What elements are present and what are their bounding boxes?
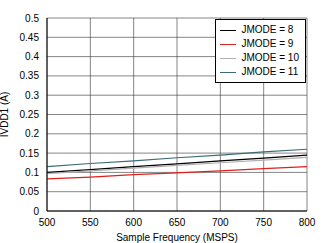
html-text:JMODE = 10: JMODE = 10 [241, 52, 299, 63]
svg-text:0.3: 0.3 [25, 90, 39, 101]
svg-text:0.2: 0.2 [25, 128, 39, 139]
html-text:JMODE = 8: JMODE = 8 [241, 24, 294, 35]
svg-text:IVDD1 (A): IVDD1 (A) [8, 92, 10, 138]
svg-text:600: 600 [125, 217, 142, 228]
svg-text:0.45: 0.45 [20, 32, 40, 43]
svg-text:550: 550 [82, 217, 99, 228]
svg-text:750: 750 [255, 217, 272, 228]
svg-text:0.1: 0.1 [25, 167, 39, 178]
svg-text:700: 700 [212, 217, 229, 228]
svg-text:500: 500 [39, 217, 56, 228]
svg-text:0.25: 0.25 [20, 109, 40, 120]
html-text:JMODE = 11: JMODE = 11 [241, 66, 299, 77]
svg-text:0: 0 [33, 206, 39, 217]
html-text:JMODE = 9: JMODE = 9 [241, 38, 294, 49]
svg-text:0.35: 0.35 [20, 70, 40, 81]
svg-text:800: 800 [299, 217, 316, 228]
svg-text:0.4: 0.4 [25, 51, 39, 62]
svg-text:0.5: 0.5 [25, 13, 39, 24]
svg-text:Sample Frequency (MSPS): Sample Frequency (MSPS) [116, 232, 238, 243]
svg-text:0.15: 0.15 [20, 148, 40, 159]
svg-text:650: 650 [169, 217, 186, 228]
svg-text:0.05: 0.05 [20, 186, 40, 197]
